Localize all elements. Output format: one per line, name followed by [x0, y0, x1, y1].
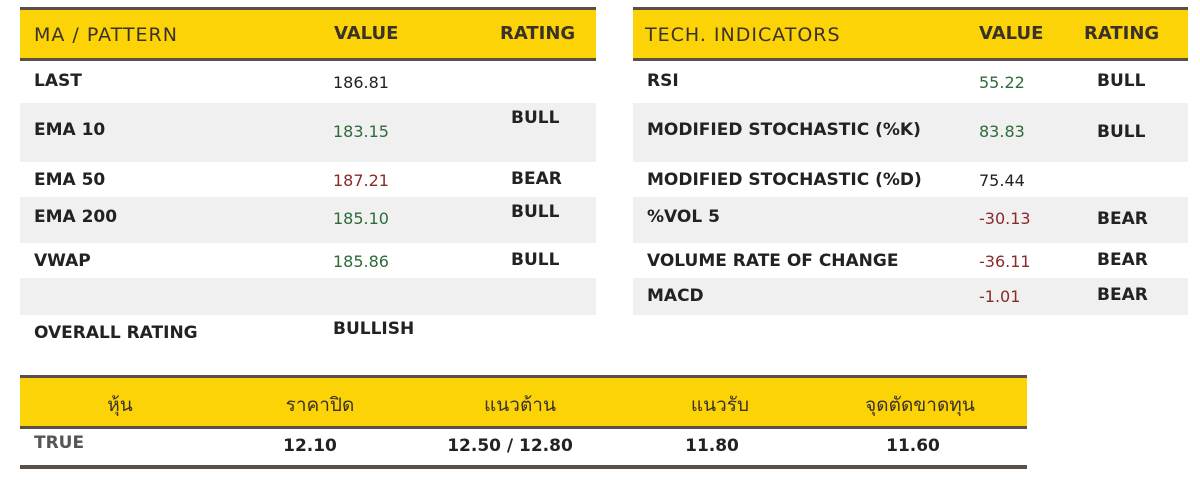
table-row: MODIFIED STOCHASTIC (%K) 83.83 BULL	[633, 103, 1188, 162]
row-value: 185.10	[333, 209, 389, 228]
table-row: TRUE 12.10 12.50 / 12.80 11.80 11.60	[20, 429, 1027, 469]
table-header: หุ้น ราคาปิด แนวต้าน แนวรับ จุดตัดขาดทุน	[20, 375, 1027, 429]
row-value: 186.81	[333, 73, 389, 92]
row-value: -1.01	[979, 287, 1021, 306]
row-value: -30.13	[979, 209, 1031, 228]
row-rating: BEAR	[1097, 209, 1148, 229]
row-value: 183.15	[333, 122, 389, 141]
row-label: EMA 10	[34, 120, 106, 140]
header-tech-indicators: TECH. INDICATORS	[645, 24, 841, 46]
stock-symbol: TRUE	[34, 433, 85, 453]
row-label: MODIFIED STOCHASTIC (%D)	[647, 170, 922, 190]
resistance: 12.50 / 12.80	[447, 436, 573, 456]
table-row	[20, 278, 596, 315]
row-label: MODIFIED STOCHASTIC (%K)	[647, 120, 921, 140]
table-row: MODIFIED STOCHASTIC (%D) 75.44	[633, 162, 1188, 197]
row-rating: BULL	[511, 108, 560, 128]
row-label: MACD	[647, 286, 704, 306]
table-row: VWAP 185.86 BULL	[20, 243, 596, 278]
row-label: EMA 50	[34, 170, 106, 190]
close-price: 12.10	[283, 436, 337, 456]
table-header: TECH. INDICATORS VALUE RATING	[633, 7, 1188, 61]
row-label: VOLUME RATE OF CHANGE	[647, 251, 899, 271]
row-rating: BULL	[511, 250, 560, 270]
stock-levels-table: หุ้น ราคาปิด แนวต้าน แนวรับ จุดตัดขาดทุน…	[20, 375, 1027, 469]
tech-indicators-table: TECH. INDICATORS VALUE RATING RSI 55.22 BU…	[633, 7, 1188, 315]
table-row: %VOL 5 -30.13 BEAR	[633, 197, 1188, 243]
table-row: RSI 55.22 BULL	[633, 61, 1188, 103]
row-label: VWAP	[34, 251, 91, 271]
row-value: 185.86	[333, 252, 389, 271]
header-value: VALUE	[334, 23, 399, 44]
row-rating: BEAR	[511, 169, 562, 189]
row-value: -36.11	[979, 252, 1031, 271]
table-row: EMA 10 183.15 BULL	[20, 103, 596, 162]
table-header: MA / PATTERN VALUE RATING	[20, 7, 596, 61]
table-row: OVERALL RATING BULLISH	[20, 315, 596, 350]
row-rating: BEAR	[1097, 285, 1148, 305]
row-label: %VOL 5	[647, 207, 720, 227]
row-label: OVERALL RATING	[34, 323, 198, 343]
table-row: VOLUME RATE OF CHANGE -36.11 BEAR	[633, 243, 1188, 278]
row-label: RSI	[647, 71, 679, 91]
header-rating: RATING	[500, 23, 576, 44]
header-ma-pattern: MA / PATTERN	[34, 24, 178, 46]
header-close: ราคาปิด	[285, 394, 355, 416]
row-value: 75.44	[979, 171, 1025, 190]
row-value: 187.21	[333, 171, 389, 190]
table-row: MACD -1.01 BEAR	[633, 278, 1188, 315]
row-rating: BULL	[1097, 122, 1146, 142]
row-label: EMA 200	[34, 207, 118, 227]
header-stop-loss: จุดตัดขาดทุน	[865, 394, 975, 416]
row-value: BULLISH	[333, 319, 415, 339]
table-row: EMA 200 185.10 BULL	[20, 197, 596, 243]
table-row: EMA 50 187.21 BEAR	[20, 162, 596, 197]
row-value: 83.83	[979, 122, 1025, 141]
header-resistance: แนวต้าน	[484, 394, 556, 416]
header-rating: RATING	[1084, 23, 1160, 44]
header-value: VALUE	[979, 23, 1044, 44]
row-rating: BULL	[511, 202, 560, 222]
row-value: 55.22	[979, 73, 1025, 92]
header-stock: หุ้น	[107, 394, 133, 416]
support: 11.80	[685, 436, 739, 456]
row-label: LAST	[34, 71, 82, 91]
ma-pattern-table: MA / PATTERN VALUE RATING LAST 186.81 EMA …	[20, 7, 596, 350]
row-rating: BEAR	[1097, 250, 1148, 270]
row-rating: BULL	[1097, 71, 1146, 91]
header-support: แนวรับ	[690, 394, 750, 416]
stop-loss: 11.60	[886, 436, 940, 456]
table-row: LAST 186.81	[20, 61, 596, 103]
